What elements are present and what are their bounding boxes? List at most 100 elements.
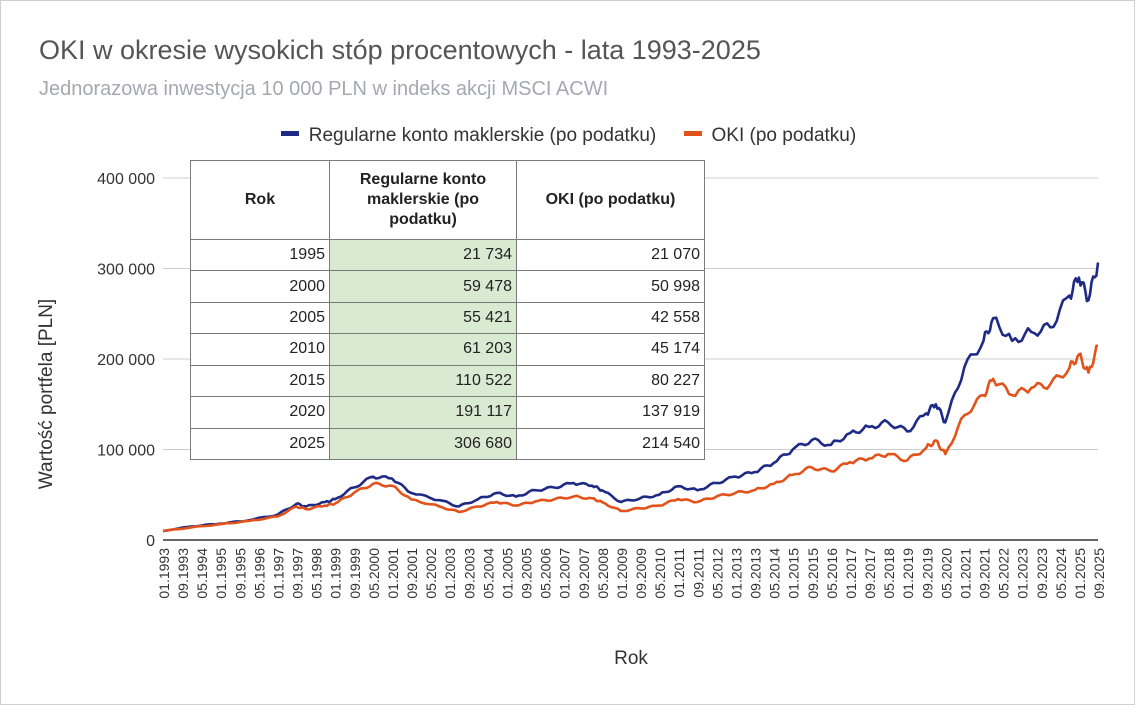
y-axis-ticks: 0 100 000 200 000 300 000 400 000 <box>97 171 155 550</box>
x-tick-label: 01.1999 <box>328 548 344 599</box>
table-cell-year: 2015 <box>190 364 330 398</box>
series-line-oki <box>162 344 1098 533</box>
x-tick-label: 09.1999 <box>347 548 363 599</box>
legend-label-oki: OKI (po podatku) <box>711 125 857 146</box>
table-cell-oki: 80 227 <box>516 364 705 398</box>
y-tick-label: 0 <box>146 533 155 550</box>
x-tick-label: 09.2017 <box>862 548 878 599</box>
x-tick-label: 09.2023 <box>1034 548 1050 599</box>
series-line-regular <box>162 262 1100 533</box>
y-tick-label: 200 000 <box>97 352 155 369</box>
table-row: 2000 59 478 50 998 <box>190 270 705 303</box>
table-header-row: Rok Regularne konto maklerskie (po podat… <box>190 160 705 240</box>
x-tick-label: 05.2002 <box>423 548 439 599</box>
y-tick-label: 100 000 <box>97 443 155 460</box>
x-tick-label: 01.1993 <box>156 548 172 599</box>
table-row: 2010 61 203 45 174 <box>190 333 705 366</box>
table-cell-regular: 61 203 <box>329 333 517 366</box>
legend-item-oki[interactable]: OKI (po podatku) <box>683 125 857 147</box>
table-cell-regular: 21 734 <box>329 238 517 272</box>
x-tick-label: 01.2005 <box>499 548 515 599</box>
x-tick-label: 01.2015 <box>786 548 802 599</box>
x-tick-label: 09.2013 <box>748 548 764 599</box>
x-tick-label: 01.2023 <box>1015 548 1031 599</box>
x-tick-label: 05.2004 <box>480 548 496 599</box>
table-cell-year: 2025 <box>190 427 330 461</box>
x-axis-ticks: 01.1993 09.1993 05.1994 01.1995 09.1995 05.19… <box>156 548 1107 599</box>
x-axis-label: Rok <box>614 648 648 669</box>
x-tick-label: 05.2024 <box>1053 548 1069 599</box>
x-tick-label: 05.2016 <box>824 548 840 599</box>
summary-table: Rok Regularne konto maklerskie (po podat… <box>190 160 705 461</box>
x-tick-label: 05.2006 <box>538 548 554 599</box>
x-tick-label: 05.2010 <box>652 548 668 599</box>
x-tick-label: 01.2003 <box>442 548 458 599</box>
table-cell-year: 2010 <box>190 333 330 366</box>
x-tick-label: 01.2001 <box>385 548 401 599</box>
x-tick-label: 09.2015 <box>805 548 821 599</box>
x-tick-label: 09.2007 <box>576 548 592 599</box>
y-tick-label: 400 000 <box>97 171 155 188</box>
x-tick-label: 05.1996 <box>251 548 267 599</box>
table-cell-regular: 110 522 <box>329 364 517 398</box>
table-row: 2005 55 421 42 558 <box>190 301 705 335</box>
x-tick-label: 09.2025 <box>1091 548 1107 599</box>
legend-label-regular: Regularne konto maklerskie (po podatku) <box>308 125 657 146</box>
table-cell-regular: 191 117 <box>329 396 517 429</box>
table-cell-regular: 55 421 <box>329 301 517 335</box>
x-tick-label: 05.1994 <box>194 548 210 599</box>
table-header-year: Rok <box>190 160 330 240</box>
table-body: 1995 21 734 21 070 2000 59 478 50 998 2005 55 4… <box>190 238 705 461</box>
x-tick-label: 01.2025 <box>1072 548 1088 599</box>
legend-swatch-regular <box>280 131 299 137</box>
x-tick-label: 01.2013 <box>728 548 744 599</box>
table-cell-oki: 50 998 <box>516 270 705 303</box>
x-tick-label: 09.2011 <box>690 548 706 598</box>
series-lines <box>162 262 1100 533</box>
x-tick-label: 05.2000 <box>366 548 382 599</box>
x-tick-label: 09.2001 <box>404 548 420 599</box>
table-header-oki: OKI (po podatku) <box>516 160 705 240</box>
x-tick-label: 09.2003 <box>461 548 477 599</box>
table-cell-regular: 59 478 <box>329 270 517 303</box>
x-tick-label: 09.2005 <box>519 548 535 599</box>
table-row: 1995 21 734 21 070 <box>190 238 705 272</box>
x-tick-label: 01.1997 <box>270 548 286 599</box>
x-tick-label: 09.1993 <box>175 548 191 599</box>
y-axis-label: Wartość portfela [PLN] <box>36 299 57 489</box>
chart-subtitle: Jednorazowa inwestycja 10 000 PLN w inde… <box>39 78 609 100</box>
table-row: 2020 191 117 137 919 <box>190 396 705 429</box>
x-tick-label: 01.2011 <box>671 548 687 598</box>
table-header-regular: Regularne konto maklerskie (po podatku) <box>329 160 517 240</box>
legend-swatch-oki <box>683 131 702 137</box>
table-cell-year: 2005 <box>190 301 330 335</box>
x-tick-label: 01.1995 <box>213 548 229 599</box>
x-tick-label: 05.1998 <box>309 548 325 599</box>
table-cell-year: 2020 <box>190 396 330 429</box>
x-tick-label: 09.2021 <box>977 548 993 599</box>
legend: Regularne konto maklerskie (po podatku) … <box>1 125 1135 147</box>
x-tick-label: 01.2019 <box>900 548 916 599</box>
x-tick-label: 01.2007 <box>557 548 573 599</box>
x-tick-label: 01.2017 <box>843 548 859 599</box>
table-cell-year: 2000 <box>190 270 330 303</box>
table-cell-oki: 42 558 <box>516 301 705 335</box>
legend-item-regular[interactable]: Regularne konto maklerskie (po podatku) <box>280 125 657 147</box>
chart-title: OKI w okresie wysokich stóp procentowych… <box>39 35 761 65</box>
x-tick-label: 05.2012 <box>709 548 725 599</box>
x-tick-label: 05.2014 <box>767 548 783 599</box>
x-tick-label: 09.1995 <box>232 548 248 599</box>
x-tick-label: 09.1997 <box>290 548 306 599</box>
table-cell-oki: 214 540 <box>516 427 705 461</box>
x-tick-label: 09.2009 <box>633 548 649 599</box>
table-row: 2015 110 522 80 227 <box>190 364 705 398</box>
x-tick-label: 01.2021 <box>957 548 973 599</box>
x-tick-label: 09.2019 <box>919 548 935 599</box>
table-cell-oki: 137 919 <box>516 396 705 429</box>
table-cell-year: 1995 <box>190 238 330 272</box>
x-tick-label: 05.2020 <box>938 548 954 599</box>
table-cell-oki: 21 070 <box>516 238 705 272</box>
x-tick-label: 01.2009 <box>614 548 630 599</box>
